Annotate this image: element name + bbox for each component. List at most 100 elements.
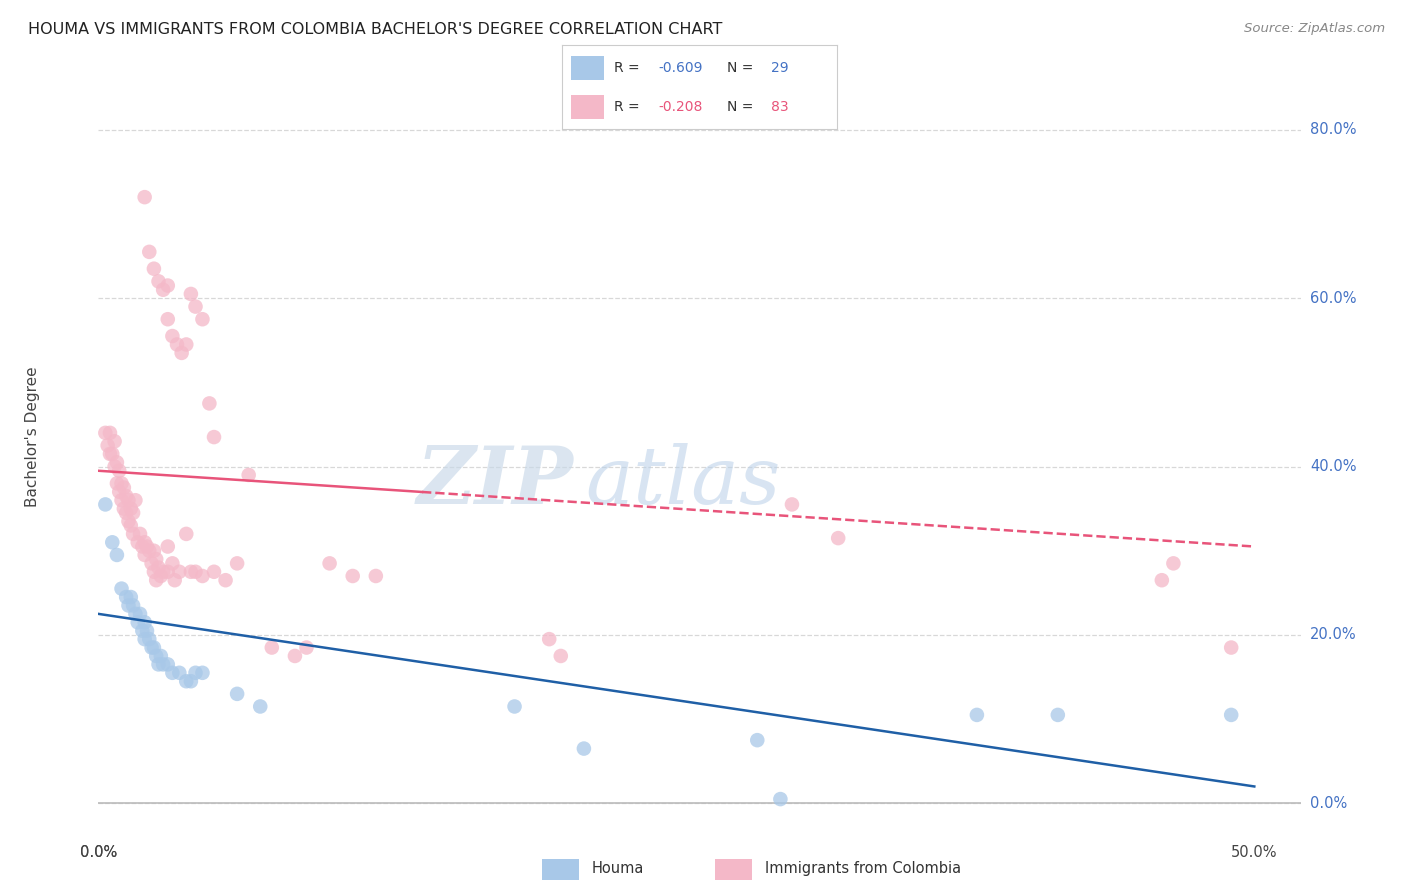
Point: [214, 573, 236, 587]
Text: Source: ZipAtlas.com: Source: ZipAtlas.com: [1244, 22, 1385, 36]
Point: [122, 527, 145, 541]
Point: [117, 599, 139, 613]
Point: [145, 648, 167, 663]
Point: [260, 640, 283, 655]
Point: [138, 244, 160, 259]
Bar: [543, 860, 579, 880]
Point: [1150, 573, 1173, 587]
Point: [152, 657, 174, 672]
Point: [166, 337, 188, 351]
Text: 29: 29: [770, 62, 789, 75]
Point: [105, 548, 128, 562]
Point: [747, 733, 769, 747]
Point: [169, 665, 191, 680]
Point: [149, 569, 172, 583]
Point: [117, 493, 139, 508]
Point: [136, 540, 159, 554]
Point: [174, 337, 197, 351]
Text: 20.0%: 20.0%: [1310, 627, 1357, 642]
Point: [138, 632, 160, 647]
Point: [115, 590, 138, 604]
Point: [284, 648, 307, 663]
Text: N =: N =: [727, 100, 758, 114]
Point: [1046, 707, 1069, 722]
Point: [108, 464, 131, 478]
Point: [572, 741, 595, 756]
Point: [124, 493, 146, 508]
Point: [152, 565, 174, 579]
Point: [141, 557, 163, 571]
Point: [101, 447, 124, 461]
Point: [238, 467, 260, 482]
Point: [142, 543, 165, 558]
Text: N =: N =: [727, 62, 758, 75]
Point: [180, 287, 202, 301]
Point: [142, 640, 165, 655]
Point: [110, 582, 132, 596]
Point: [180, 674, 202, 689]
Bar: [571, 56, 603, 80]
Point: [152, 283, 174, 297]
Point: [249, 699, 271, 714]
Point: [503, 699, 526, 714]
Point: [827, 531, 849, 545]
Point: [170, 346, 193, 360]
Text: 60.0%: 60.0%: [1310, 291, 1357, 306]
Point: [108, 484, 131, 499]
Point: [148, 657, 170, 672]
Point: [105, 476, 128, 491]
Point: [104, 434, 127, 449]
Point: [180, 565, 202, 579]
Point: [162, 329, 184, 343]
Point: [115, 489, 138, 503]
Point: [149, 648, 172, 663]
Point: [198, 396, 221, 410]
Text: 0.0%: 0.0%: [80, 846, 117, 861]
Point: [98, 447, 121, 461]
Point: [169, 565, 191, 579]
Point: [142, 565, 165, 579]
Text: 0.0%: 0.0%: [80, 846, 117, 861]
Point: [142, 261, 165, 276]
Point: [122, 506, 145, 520]
Point: [134, 190, 156, 204]
Point: [127, 615, 149, 630]
Point: [191, 665, 214, 680]
Point: [295, 640, 318, 655]
Text: ZIP: ZIP: [416, 443, 574, 521]
Point: [226, 557, 249, 571]
Point: [538, 632, 561, 647]
Point: [134, 632, 156, 647]
Point: [98, 425, 121, 440]
Point: [120, 518, 142, 533]
Point: [184, 665, 207, 680]
Point: [134, 615, 156, 630]
Text: -0.208: -0.208: [658, 100, 703, 114]
Point: [191, 569, 214, 583]
Point: [131, 624, 153, 638]
Point: [156, 565, 179, 579]
Text: Houma: Houma: [592, 862, 644, 876]
Text: R =: R =: [614, 62, 644, 75]
Point: [184, 300, 207, 314]
Point: [226, 687, 249, 701]
Point: [136, 624, 159, 638]
Text: atlas: atlas: [585, 443, 780, 521]
Point: [966, 707, 988, 722]
Point: [120, 590, 142, 604]
Point: [115, 506, 138, 520]
Point: [112, 501, 135, 516]
Point: [318, 557, 340, 571]
Bar: [571, 95, 603, 120]
Point: [156, 657, 179, 672]
Point: [122, 599, 145, 613]
Point: [117, 514, 139, 528]
Point: [364, 569, 387, 583]
Point: [97, 438, 120, 452]
Text: Bachelor's Degree: Bachelor's Degree: [25, 367, 39, 508]
Point: [1163, 557, 1185, 571]
Text: HOUMA VS IMMIGRANTS FROM COLOMBIA BACHELOR'S DEGREE CORRELATION CHART: HOUMA VS IMMIGRANTS FROM COLOMBIA BACHEL…: [28, 22, 723, 37]
Point: [112, 481, 135, 495]
Point: [105, 455, 128, 469]
Point: [101, 535, 124, 549]
